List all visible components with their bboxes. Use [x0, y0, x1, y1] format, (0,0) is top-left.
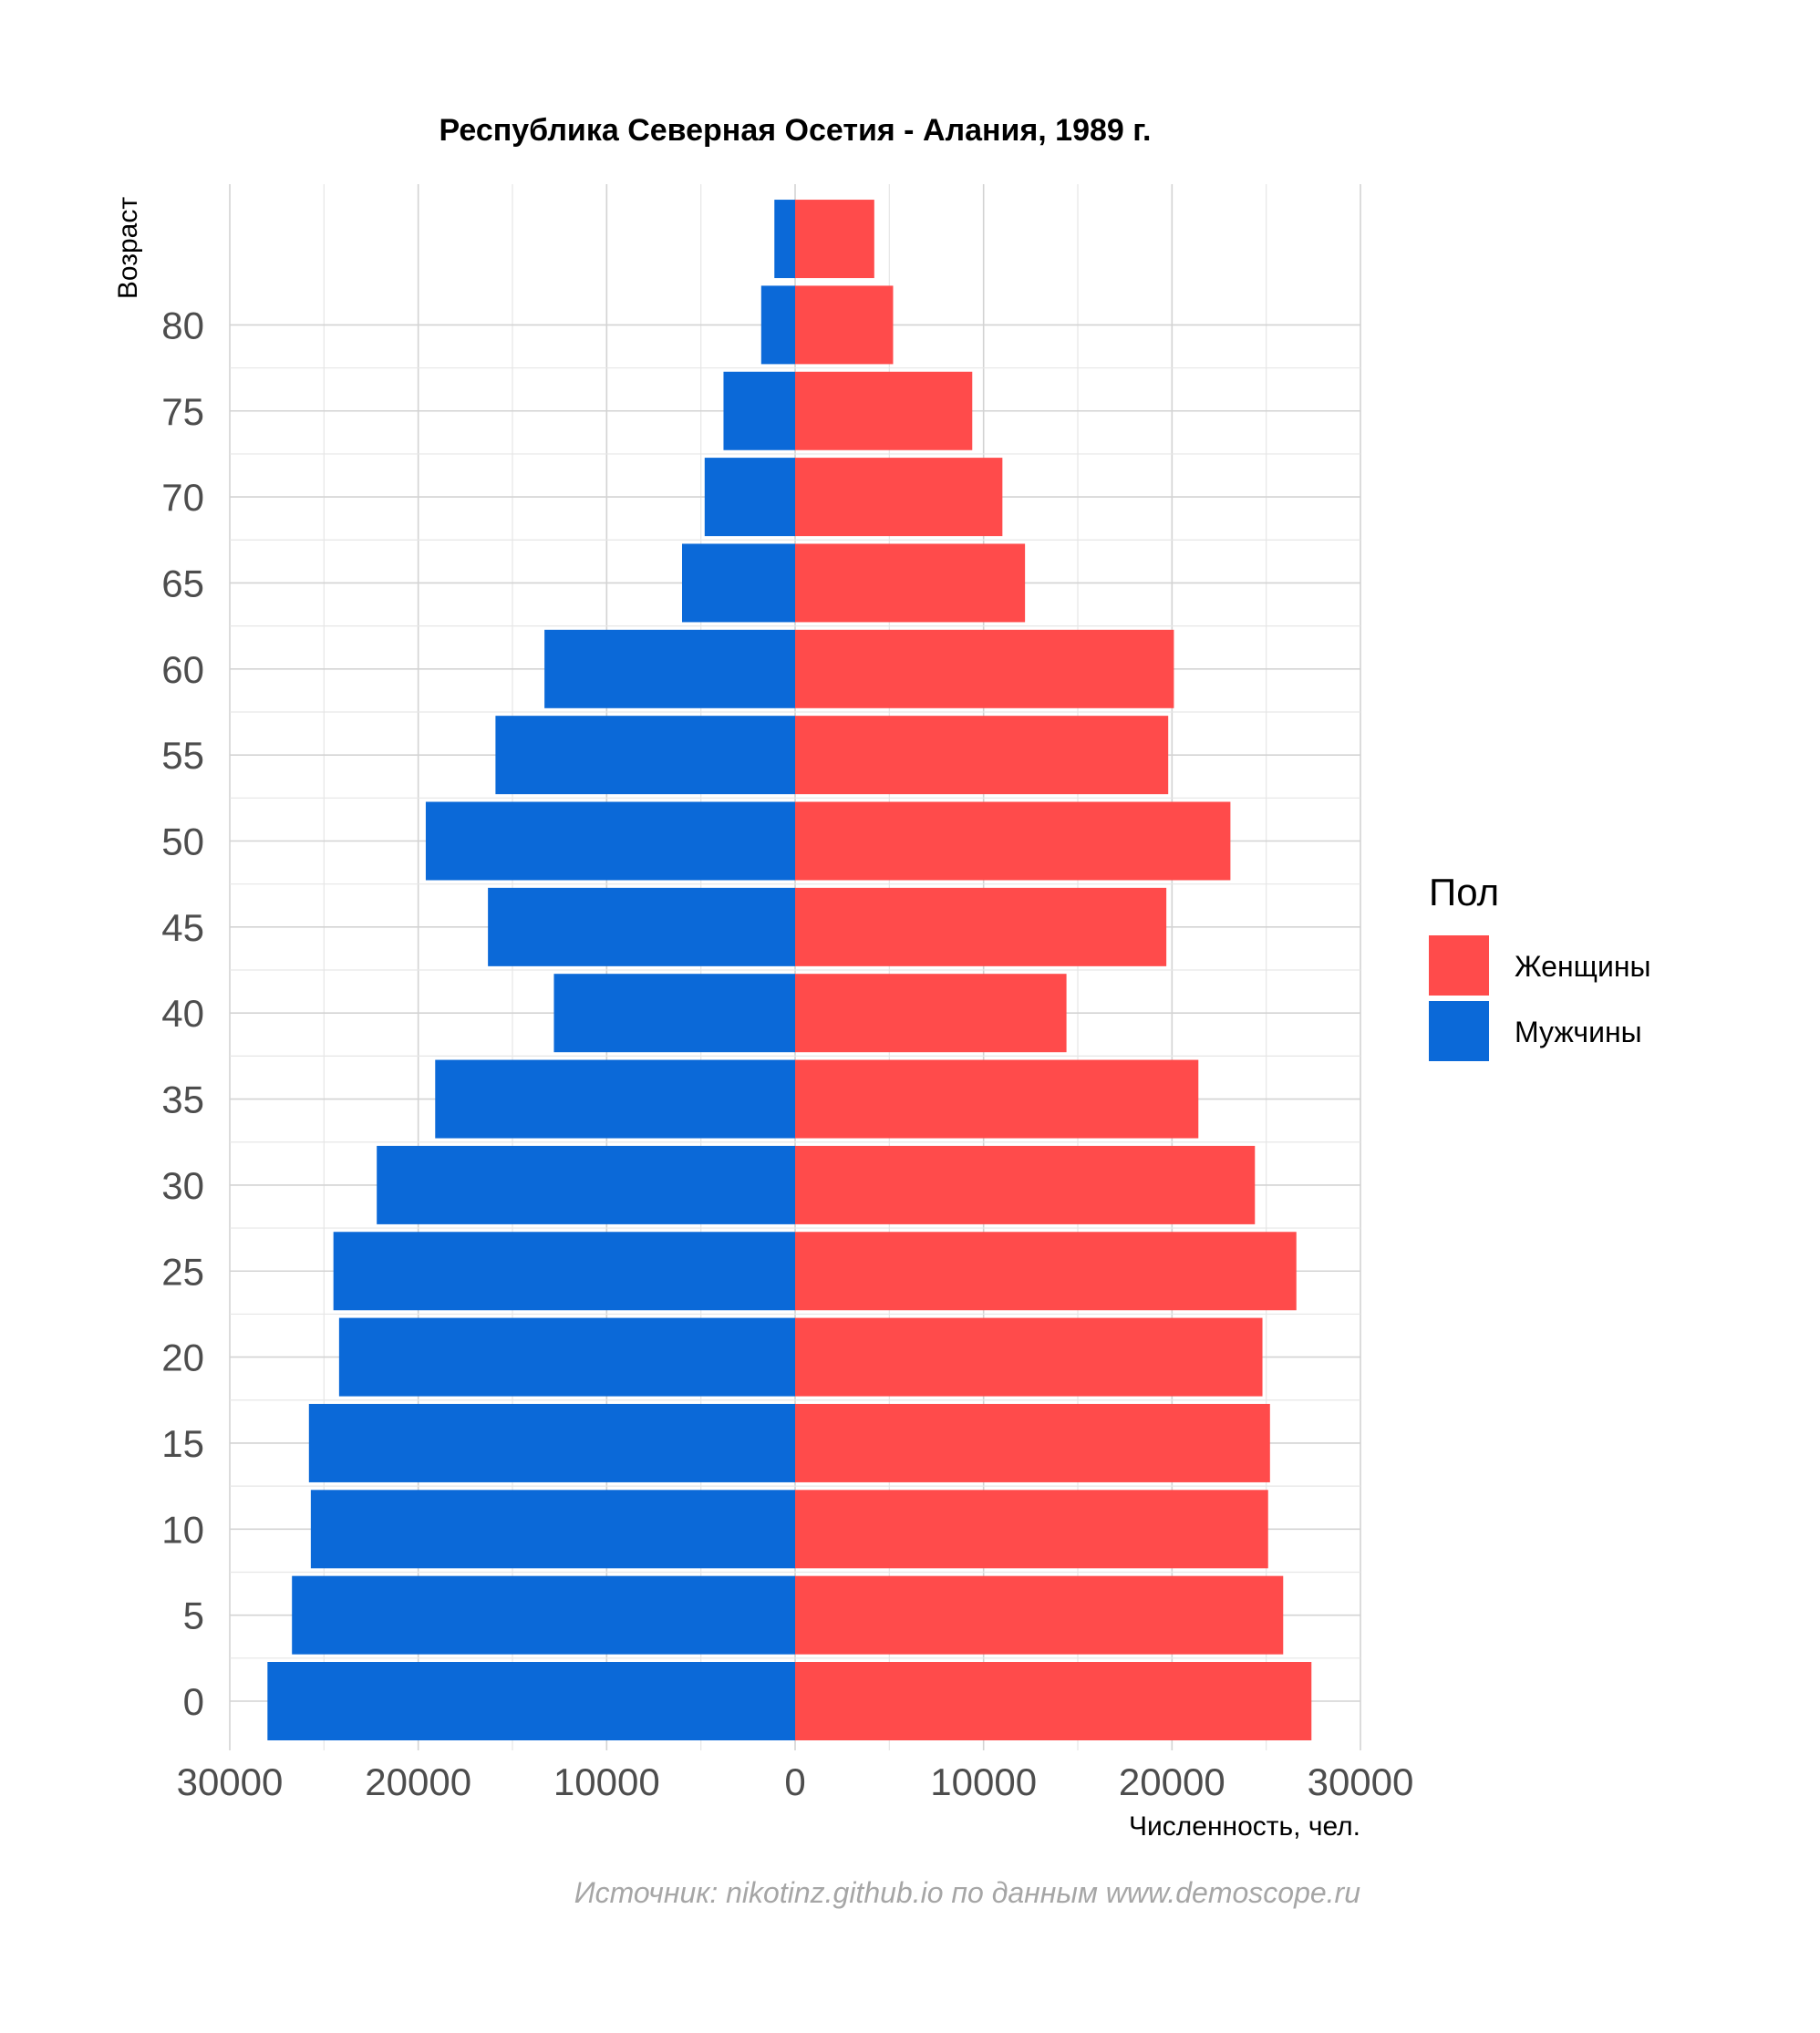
bar-women-age-30 [795, 1145, 1256, 1224]
y-tick-label: 75 [161, 390, 204, 433]
bar-men-age-70 [704, 458, 795, 537]
x-tick-label: 0 [784, 1760, 805, 1803]
bar-women-age-55 [795, 716, 1169, 795]
y-tick-label: 50 [161, 820, 204, 863]
bar-men-age-35 [435, 1059, 795, 1139]
bar-men-age-55 [495, 716, 795, 795]
y-tick-label: 20 [161, 1336, 204, 1379]
y-tick-label: 60 [161, 648, 204, 691]
bar-women-age-85 [795, 200, 874, 279]
y-tick-label: 0 [183, 1680, 204, 1723]
source-caption: Источник: nikotinz.github.io по данным w… [574, 1876, 1360, 1909]
y-tick-label: 5 [183, 1594, 204, 1637]
legend-title: Пол [1429, 871, 1499, 913]
y-tick-label: 30 [161, 1164, 204, 1207]
bar-women-age-20 [795, 1317, 1263, 1397]
y-tick-label: 25 [161, 1250, 204, 1293]
legend-key-women [1429, 935, 1489, 996]
bar-women-age-75 [795, 371, 973, 450]
bar-men-age-45 [488, 887, 795, 966]
y-tick-label: 70 [161, 476, 204, 519]
bar-men-age-25 [333, 1232, 795, 1311]
y-axis-ticks: 0 5 10 15 20 25 30 35 40 45 50 55 60 65 70 75 80 [161, 304, 204, 1723]
bar-men-age-40 [553, 974, 795, 1053]
x-tick-label: 10000 [553, 1760, 660, 1803]
bar-women-age-45 [795, 887, 1167, 966]
x-axis-title: Численность, чел. [1129, 1811, 1360, 1842]
bar-women-age-25 [795, 1232, 1297, 1311]
bar-women-age-70 [795, 458, 1003, 537]
bar-men-age-85 [774, 200, 795, 279]
bar-women-age-65 [795, 543, 1026, 623]
y-tick-label: 40 [161, 992, 204, 1035]
y-tick-label: 45 [161, 906, 204, 949]
bar-men-age-30 [377, 1145, 795, 1224]
bar-men-age-50 [425, 801, 795, 881]
y-tick-label: 65 [161, 562, 204, 604]
bar-men-age-15 [308, 1403, 795, 1482]
bar-men-age-65 [682, 543, 795, 623]
x-tick-label: 20000 [1119, 1760, 1225, 1803]
legend-label-men: Мужчины [1515, 1016, 1642, 1048]
x-tick-label: 10000 [930, 1760, 1037, 1803]
bar-men-age-80 [760, 285, 795, 365]
bar-men-age-20 [338, 1317, 795, 1397]
legend: Пол Женщины Мужчины [1429, 871, 1651, 1061]
y-tick-label: 80 [161, 304, 204, 346]
y-tick-label: 15 [161, 1422, 204, 1465]
bar-women-age-80 [795, 285, 894, 365]
y-axis-title: Возраст [113, 197, 143, 299]
bar-women-age-15 [795, 1403, 1270, 1482]
legend-key-men [1429, 1001, 1489, 1061]
x-axis-ticks: 30000 20000 10000 0 10000 20000 30000 [177, 1760, 1414, 1803]
bar-men-age-60 [544, 629, 795, 708]
bar-women-age-40 [795, 974, 1067, 1053]
bar-women-age-5 [795, 1575, 1284, 1655]
legend-label-women: Женщины [1515, 950, 1651, 983]
grid-lines [229, 184, 1361, 1750]
bar-men-age-10 [310, 1490, 795, 1569]
bar-men-age-5 [292, 1575, 795, 1655]
bar-women-age-50 [795, 801, 1231, 881]
x-tick-label: 20000 [365, 1760, 471, 1803]
chart-title: Республика Северная Осетия - Алания, 198… [439, 113, 1152, 148]
x-tick-label: 30000 [1308, 1760, 1414, 1803]
y-tick-label: 10 [161, 1508, 204, 1551]
bar-women-age-35 [795, 1059, 1199, 1139]
bar-women-age-10 [795, 1490, 1268, 1569]
bar-men-age-75 [723, 371, 795, 450]
bar-women-age-60 [795, 629, 1174, 708]
bar-men-age-0 [267, 1662, 795, 1740]
y-tick-label: 35 [161, 1078, 204, 1121]
bars [267, 200, 1312, 1740]
bar-women-age-0 [795, 1662, 1312, 1740]
y-tick-label: 55 [161, 734, 204, 777]
x-tick-label: 30000 [177, 1760, 284, 1803]
